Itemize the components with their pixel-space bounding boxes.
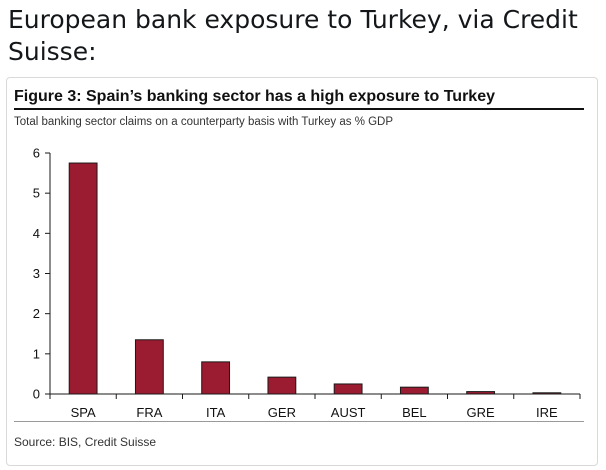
x-tick-label: IRE (536, 405, 558, 420)
x-tick-label: AUST (331, 405, 366, 420)
source-divider (14, 421, 584, 422)
bar-ger (267, 376, 297, 395)
bars (68, 162, 562, 395)
bar-aust (333, 383, 363, 395)
x-tick-label: SPA (71, 405, 96, 420)
bar-bel (399, 386, 429, 395)
y-tick-label: 1 (33, 346, 40, 361)
figure-subtitle: Total banking sector claims on a counter… (14, 116, 394, 128)
x-tick-label: ITA (206, 405, 226, 420)
x-tick-label: GER (268, 405, 296, 420)
y-tick-label: 2 (33, 306, 40, 321)
x-axis: SPA FRA ITA GER AUST BEL GRE IRE (49, 393, 581, 420)
x-tick-label: GRE (467, 405, 496, 420)
y-tick-label: 5 (33, 186, 40, 201)
y-axis: 0 1 2 3 4 5 6 (33, 146, 51, 402)
chart-card: Figure 3: Spain’s banking sector has a h… (6, 77, 598, 466)
y-tick-label: 0 (33, 387, 40, 402)
y-tick-label: 6 (33, 146, 40, 161)
x-tick-label: FRA (136, 405, 162, 420)
x-tick-label: BEL (402, 405, 427, 420)
bar-ita (201, 361, 231, 395)
figure-source: Source: BIS, Credit Suisse (14, 435, 157, 449)
y-tick-label: 4 (33, 226, 40, 241)
figure-title: Figure 3: Spain’s banking sector has a h… (14, 88, 495, 105)
bar-fra (134, 339, 164, 395)
tweet-text: European bank exposure to Turkey, via Cr… (8, 5, 578, 66)
y-tick-label: 3 (33, 266, 40, 281)
title-divider (14, 108, 584, 110)
bar-spa (68, 162, 98, 395)
